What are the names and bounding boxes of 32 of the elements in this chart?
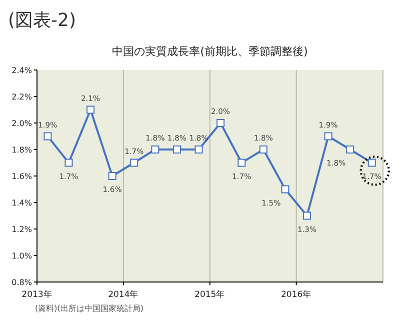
x-tick-label: 2016年 xyxy=(281,289,312,300)
x-tick-label: 2015年 xyxy=(194,289,226,300)
point xyxy=(302,212,311,220)
point xyxy=(130,158,138,167)
point xyxy=(216,119,225,127)
y-tick-label: 2.0% xyxy=(12,119,32,128)
y-tick-label: 1.2% xyxy=(12,225,32,234)
point xyxy=(151,146,160,154)
x-tick-label: 2013年 xyxy=(22,289,52,300)
point xyxy=(44,132,52,140)
point xyxy=(86,106,95,114)
y-tick-label: 0.8% xyxy=(12,278,32,287)
point xyxy=(324,132,332,140)
point xyxy=(368,158,376,167)
point xyxy=(346,146,354,154)
x-tick-label: 2014年 xyxy=(108,289,139,300)
y-tick-label: 1.0% xyxy=(12,252,32,260)
point xyxy=(259,146,268,154)
y-tick-label: 1.8% xyxy=(12,146,32,154)
point xyxy=(108,172,116,180)
y-tick-label: 1.4% xyxy=(12,198,32,208)
point xyxy=(194,146,203,154)
point xyxy=(238,158,246,167)
point xyxy=(64,158,73,167)
point xyxy=(281,185,290,194)
y-tick-label: 2.4% xyxy=(12,66,32,75)
point xyxy=(172,146,181,154)
chart-title: (図表-2) xyxy=(8,10,76,31)
y-tick-label: 2.2% xyxy=(12,92,32,102)
chart-subtitle: 中国の実質成長率(前期比、季節調整後) xyxy=(112,45,308,58)
y-tick-label: 1.6% xyxy=(12,172,32,181)
text: (資料)(出所は中国国家統計局) xyxy=(35,304,144,313)
